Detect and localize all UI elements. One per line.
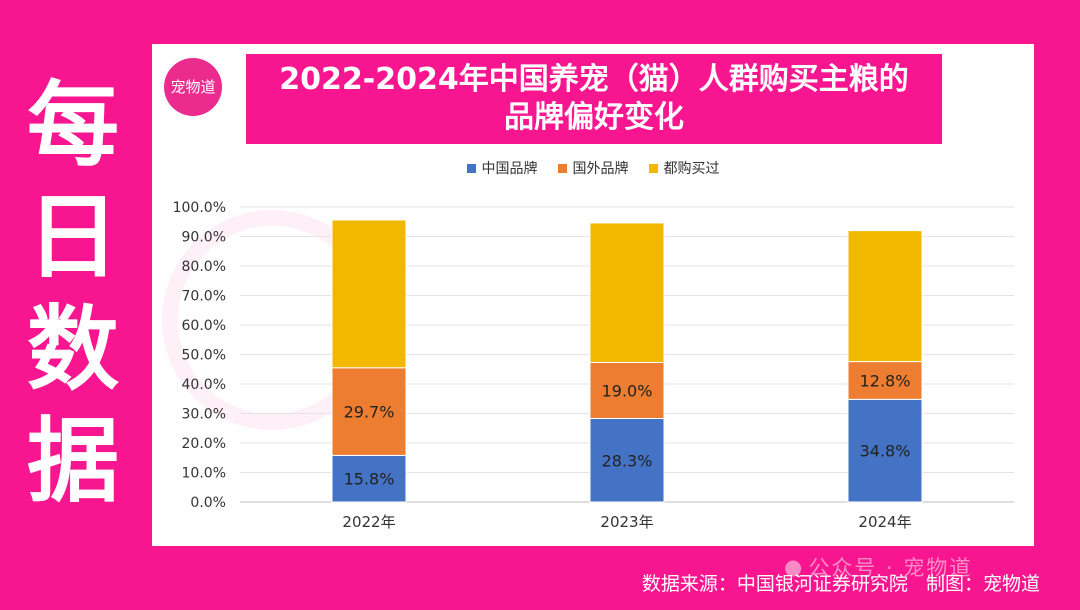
wechat-watermark: ● 公众号 · 宠物道 [784, 552, 972, 582]
y-tick-label: 70.0% [182, 289, 226, 305]
brand-logo: 宠物道 [164, 58, 222, 116]
chart-legend: 中国品牌 国外品牌 都购买过 [152, 158, 1034, 178]
legend-item-both: 都购买过 [648, 158, 720, 178]
legend-swatch-foreign [557, 163, 567, 173]
legend-label-both: 都购买过 [663, 161, 720, 177]
chart-card: 宠物道 2022-2024年中国养宠（猫）人群购买主粮的 品牌偏好变化 中国品牌… [152, 44, 1034, 546]
side-title: 每 日 数 据 [18, 70, 128, 518]
stacked-bar-chart: 0.0% 10.0% 20.0% 30.0% 40.0% 50.0% 60.0% 70.0% 8… [173, 200, 1014, 531]
bar-segment [589, 222, 665, 363]
x-tick-label: 2023年 [600, 513, 653, 531]
bar-segment [589, 361, 665, 420]
y-tick-label: 30.0% [182, 407, 226, 423]
bar-segment [847, 361, 923, 400]
bar-data-label: 29.7% [344, 403, 395, 422]
x-tick-label: 2022年 [342, 513, 395, 531]
side-title-char-3: 数 [26, 296, 119, 403]
y-tick-label: 10.0% [182, 466, 226, 482]
chart-title-line-1: 2022-2024年中国养宠（猫）人群购买主粮的 [279, 62, 909, 97]
y-tick-label: 20.0% [182, 436, 226, 452]
y-tick-label: 90.0% [182, 230, 226, 246]
bar-segment [331, 219, 407, 369]
y-tick-label: 0.0% [190, 495, 226, 511]
legend-item-foreign: 国外品牌 [557, 158, 629, 178]
chart-title-line-2: 品牌偏好变化 [504, 100, 684, 135]
chart-title: 2022-2024年中国养宠（猫）人群购买主粮的 品牌偏好变化 [246, 54, 942, 144]
x-tick-label: 2024年 [858, 513, 911, 531]
side-title-char-4: 据 [26, 408, 119, 515]
y-tick-label: 60.0% [182, 318, 226, 334]
bar-data-label: 12.8% [860, 371, 911, 390]
side-title-char-1: 每 [26, 72, 119, 179]
y-tick-label: 100.0% [173, 200, 226, 216]
bar-data-label: 15.8% [344, 470, 395, 489]
bar-segment [847, 230, 923, 363]
legend-swatch-both [648, 163, 658, 173]
bar-data-label: 19.0% [602, 381, 653, 400]
legend-label-domestic: 中国品牌 [481, 161, 538, 177]
bar-segment [331, 367, 407, 456]
legend-item-domestic: 中国品牌 [466, 158, 538, 178]
bar-segment [331, 454, 407, 503]
y-tick-label: 80.0% [182, 259, 226, 275]
y-tick-label: 40.0% [182, 377, 226, 393]
bar-data-label: 28.3% [602, 451, 653, 470]
source-note: 数据来源：中国银河证券研究院 制图：宠物道 [641, 573, 1040, 595]
bar-data-label: 34.8% [860, 442, 911, 461]
legend-label-foreign: 国外品牌 [572, 161, 629, 177]
wechat-watermark-text: 公众号 · 宠物道 [808, 556, 973, 580]
brand-logo-text: 宠物道 [170, 78, 216, 96]
side-title-char-2: 日 [26, 184, 119, 291]
bar-segment [847, 398, 923, 503]
legend-swatch-domestic [466, 163, 476, 173]
wechat-icon: ● [784, 555, 805, 579]
y-tick-label: 50.0% [182, 348, 226, 364]
bar-segment [589, 418, 665, 503]
